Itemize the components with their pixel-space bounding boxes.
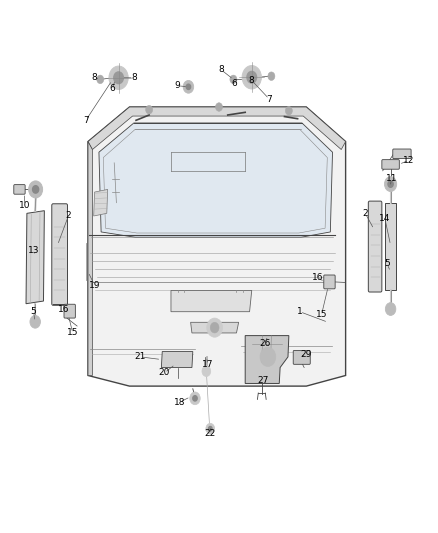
Circle shape — [207, 318, 223, 337]
Polygon shape — [99, 123, 332, 237]
Circle shape — [190, 392, 200, 405]
Text: 8: 8 — [218, 66, 224, 74]
Text: 8: 8 — [92, 73, 97, 82]
FancyBboxPatch shape — [324, 275, 335, 289]
Circle shape — [202, 366, 211, 376]
Circle shape — [28, 181, 42, 198]
Text: 12: 12 — [403, 156, 415, 165]
Circle shape — [242, 66, 261, 89]
Text: 27: 27 — [257, 376, 268, 385]
Circle shape — [30, 316, 40, 328]
Text: 17: 17 — [202, 360, 214, 369]
Circle shape — [109, 66, 128, 90]
Circle shape — [146, 106, 152, 114]
Text: 6: 6 — [109, 84, 115, 93]
Text: 19: 19 — [89, 280, 100, 289]
Circle shape — [247, 71, 257, 83]
Polygon shape — [161, 352, 193, 368]
Polygon shape — [88, 107, 346, 386]
Text: 16: 16 — [311, 273, 323, 281]
Circle shape — [230, 75, 237, 84]
Circle shape — [286, 107, 292, 115]
FancyBboxPatch shape — [382, 160, 399, 169]
FancyBboxPatch shape — [14, 184, 25, 194]
Text: 29: 29 — [300, 350, 312, 359]
Polygon shape — [26, 211, 44, 304]
Polygon shape — [171, 290, 252, 312]
Text: 7: 7 — [266, 94, 272, 103]
Text: 20: 20 — [159, 368, 170, 377]
Circle shape — [206, 423, 215, 434]
Polygon shape — [94, 189, 108, 216]
Circle shape — [97, 75, 104, 84]
Text: 6: 6 — [231, 78, 237, 87]
Circle shape — [210, 322, 219, 333]
Circle shape — [385, 303, 396, 316]
Text: 10: 10 — [19, 201, 31, 210]
Circle shape — [385, 176, 397, 191]
Circle shape — [260, 348, 276, 367]
Circle shape — [388, 181, 393, 187]
Text: 16: 16 — [58, 304, 70, 313]
Text: 15: 15 — [67, 328, 78, 337]
Circle shape — [193, 395, 197, 401]
Circle shape — [186, 84, 191, 90]
FancyBboxPatch shape — [368, 201, 382, 292]
Text: 9: 9 — [175, 81, 180, 90]
Circle shape — [208, 426, 212, 431]
Text: 18: 18 — [174, 398, 185, 407]
FancyBboxPatch shape — [52, 204, 67, 305]
Text: 5: 5 — [384, 260, 390, 268]
FancyBboxPatch shape — [293, 351, 310, 365]
Circle shape — [183, 80, 194, 93]
Text: 8: 8 — [131, 73, 137, 82]
Text: 21: 21 — [135, 352, 146, 361]
Circle shape — [215, 103, 223, 111]
Polygon shape — [191, 322, 239, 333]
Circle shape — [114, 72, 124, 84]
Polygon shape — [88, 142, 92, 375]
Text: 15: 15 — [316, 310, 327, 319]
Polygon shape — [245, 336, 289, 383]
Text: 2: 2 — [363, 209, 368, 218]
Text: 8: 8 — [249, 76, 254, 85]
Text: 26: 26 — [259, 339, 271, 348]
Text: 13: 13 — [28, 246, 39, 255]
Circle shape — [268, 72, 275, 80]
Circle shape — [32, 185, 39, 193]
FancyBboxPatch shape — [393, 149, 411, 159]
Text: 22: 22 — [205, 430, 216, 439]
Text: 14: 14 — [379, 214, 391, 223]
FancyBboxPatch shape — [64, 304, 75, 318]
Text: 2: 2 — [66, 212, 71, 221]
Text: 1: 1 — [297, 307, 303, 316]
Polygon shape — [88, 107, 346, 150]
Text: 5: 5 — [31, 307, 36, 316]
Text: 11: 11 — [386, 174, 397, 183]
Text: 7: 7 — [83, 116, 89, 125]
Polygon shape — [385, 203, 396, 290]
